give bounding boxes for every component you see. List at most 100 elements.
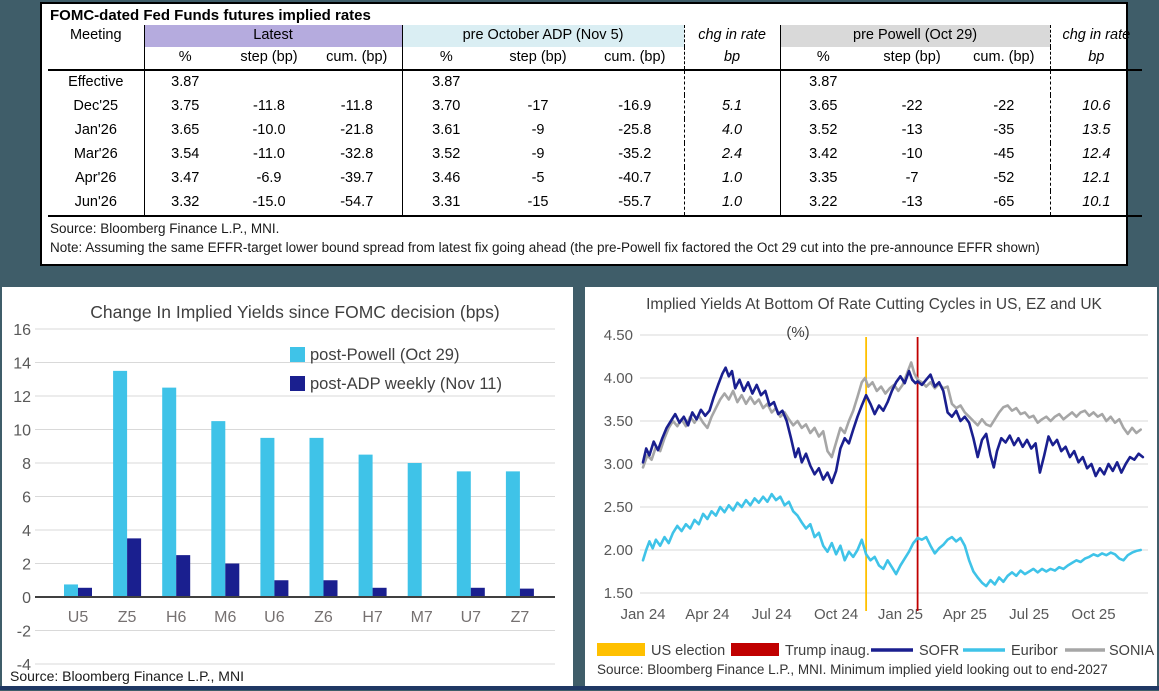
table-cell: 3.87: [401, 70, 491, 95]
x-tick-label: U5: [68, 609, 89, 626]
table-cell: 3.42: [779, 143, 867, 167]
table-cell: 3.54: [143, 143, 226, 167]
bar-post-powell-U6: [260, 437, 275, 597]
table-cell: -16.9: [618, 98, 652, 115]
table-cell: 1.0: [683, 167, 781, 191]
line-chart: 4.50 4.00 3.50 3.00 2.50 2.00 1.50 Jan 24 Apr 24…: [597, 296, 1154, 677]
x-tick-label: Z5: [118, 609, 137, 626]
line-chart-source: Source: Bloomberg Finance L.P., MNI. Min…: [597, 662, 1108, 677]
table-cell: 3.35: [779, 167, 867, 191]
bar-post-powell-H7: [358, 454, 373, 597]
bar-post-adp-Z6: [323, 580, 338, 597]
table-group-header-row: Meeting Latest pre October ADP (Nov 5) c…: [48, 25, 1143, 47]
subheader-pct: %: [779, 47, 867, 71]
powell-group-header: pre Powell (Oct 29): [779, 25, 1051, 47]
subheader-step: step (bp): [490, 47, 587, 71]
table-cell: 5.1: [683, 95, 781, 119]
table-title: FOMC-dated Fed Funds futures implied rat…: [50, 7, 371, 24]
bar-post-powell-Z7: [505, 471, 520, 597]
series-sofr: [641, 366, 1145, 485]
legend-swatch-trump-inaug-: [731, 643, 779, 656]
table-cell: [958, 70, 1050, 95]
y-tick-label: 2.50: [604, 499, 633, 516]
bar-post-powell-Z6: [309, 437, 324, 597]
x-tick-label: Apr 24: [685, 606, 729, 623]
table-row: Jun'26 3.32 -15.0 -54.7 3.31 -15 -55.7 1.0 3.22-…: [48, 191, 1143, 217]
table-cell: [683, 70, 781, 95]
subheader-bp: bp: [1049, 47, 1143, 71]
table-cell: -15: [490, 191, 587, 217]
x-tick-label: Jul 25: [1009, 606, 1049, 623]
table-sub-header-row: % step (bp) cum. (bp) % step (bp) cum. (…: [48, 47, 1143, 71]
table-body: Effective 3.87 3.87 3.87 Dec'25 3.75 -11.8 -11.…: [48, 70, 1143, 217]
y-tick-label: 3.50: [604, 413, 633, 430]
meeting-cell: Dec'25: [73, 98, 119, 115]
table-cell: -40.7: [618, 170, 652, 187]
table-cell: 3.47: [143, 167, 226, 191]
subheader-cum: cum. (bp): [586, 47, 685, 71]
table-cell: -13: [866, 191, 959, 217]
meeting-cell: Apr'26: [75, 170, 117, 187]
subheader-blank: [48, 47, 144, 71]
x-tick-label: M7: [411, 609, 433, 626]
y-tick-label: 6: [22, 490, 31, 507]
bar-post-powell-M7: [407, 463, 422, 597]
table-row: Dec'25 3.75 -11.8 -11.8 3.70 -17 -16.9 5.1 3.65 -…: [48, 95, 1143, 119]
series-euribor: [641, 492, 1143, 588]
legend-label: Trump inaug.: [785, 643, 870, 659]
table-cell: -11.8: [340, 98, 373, 115]
bar-post-powell-U7: [456, 471, 471, 597]
table-cell: -5: [531, 170, 545, 187]
subheader-bp: bp: [683, 47, 781, 71]
y-tick-label: -2: [17, 624, 31, 641]
table-cell: -39.7: [340, 170, 374, 187]
x-tick-label: Z7: [511, 609, 530, 626]
table-cell: -54.7: [312, 191, 403, 217]
y-tick-label: 10: [13, 423, 31, 440]
x-tick-label: U7: [461, 609, 482, 626]
table-cell: 12.4: [1049, 143, 1143, 167]
x-tick-label: M6: [214, 609, 236, 626]
table-cell: 1.0: [683, 191, 781, 217]
table-note: Note: Assuming the same EFFR-target lowe…: [50, 240, 1040, 255]
table-cell: 4.0: [683, 119, 781, 143]
legend-swatch-post-adp: [290, 376, 305, 391]
line-chart-panel: 4.50 4.00 3.50 3.00 2.50 2.00 1.50 Jan 24 Apr 24…: [585, 287, 1157, 686]
table-cell: -25.8: [618, 122, 652, 139]
meeting-cell: Jun'26: [48, 191, 144, 217]
bar-post-adp-Z7: [519, 588, 534, 597]
table-cell: -11.8: [253, 98, 285, 115]
legend-label: SONIA: [1109, 643, 1154, 659]
legend-label: post-ADP weekly (Nov 11): [310, 375, 502, 393]
x-tick-label: Oct 24: [814, 606, 858, 623]
meeting-cell: Effective: [68, 74, 124, 91]
legend-label: Euribor: [1011, 643, 1058, 659]
fomc-table-panel: FOMC-dated Fed Funds futures implied rat…: [40, 2, 1143, 266]
y-tick-label: 4.50: [604, 327, 633, 344]
table-cell: [226, 70, 312, 95]
table-cell: 3.32: [143, 191, 226, 217]
subheader-pct: %: [143, 47, 226, 71]
table-cell: [490, 70, 586, 95]
table-row: Jan'26 3.65 -10.0 -21.8 3.61 -9 -25.8 4.0 3.52 -1…: [48, 119, 1143, 143]
table-cell: -65: [958, 191, 1051, 217]
table-cell: -35.2: [618, 146, 652, 163]
subheader-cum: cum. (bp): [312, 47, 403, 71]
legend-label: US election: [651, 643, 725, 659]
table-cell: [586, 70, 684, 95]
bar-post-adp-U7: [470, 587, 485, 597]
adp-group-header: pre October ADP (Nov 5): [401, 25, 685, 47]
table-source: Source: Bloomberg Finance L.P., MNI.: [50, 221, 280, 236]
table-cell: 3.61: [401, 119, 491, 143]
bar-post-powell-M6: [211, 421, 226, 597]
table-cell: -21.8: [340, 122, 374, 139]
table-row: Effective 3.87 3.87 3.87: [48, 70, 1143, 95]
bar-post-adp-H6: [176, 555, 191, 597]
table-cell: -35: [993, 122, 1015, 139]
table-cell: -22: [993, 98, 1015, 115]
bar-post-powell-U5: [64, 584, 78, 597]
table-cell: 10.6: [1049, 95, 1143, 119]
y-tick-label: 14: [13, 356, 31, 373]
table-cell: 3.52: [779, 119, 867, 143]
x-tick-label: Jan 24: [620, 606, 665, 623]
